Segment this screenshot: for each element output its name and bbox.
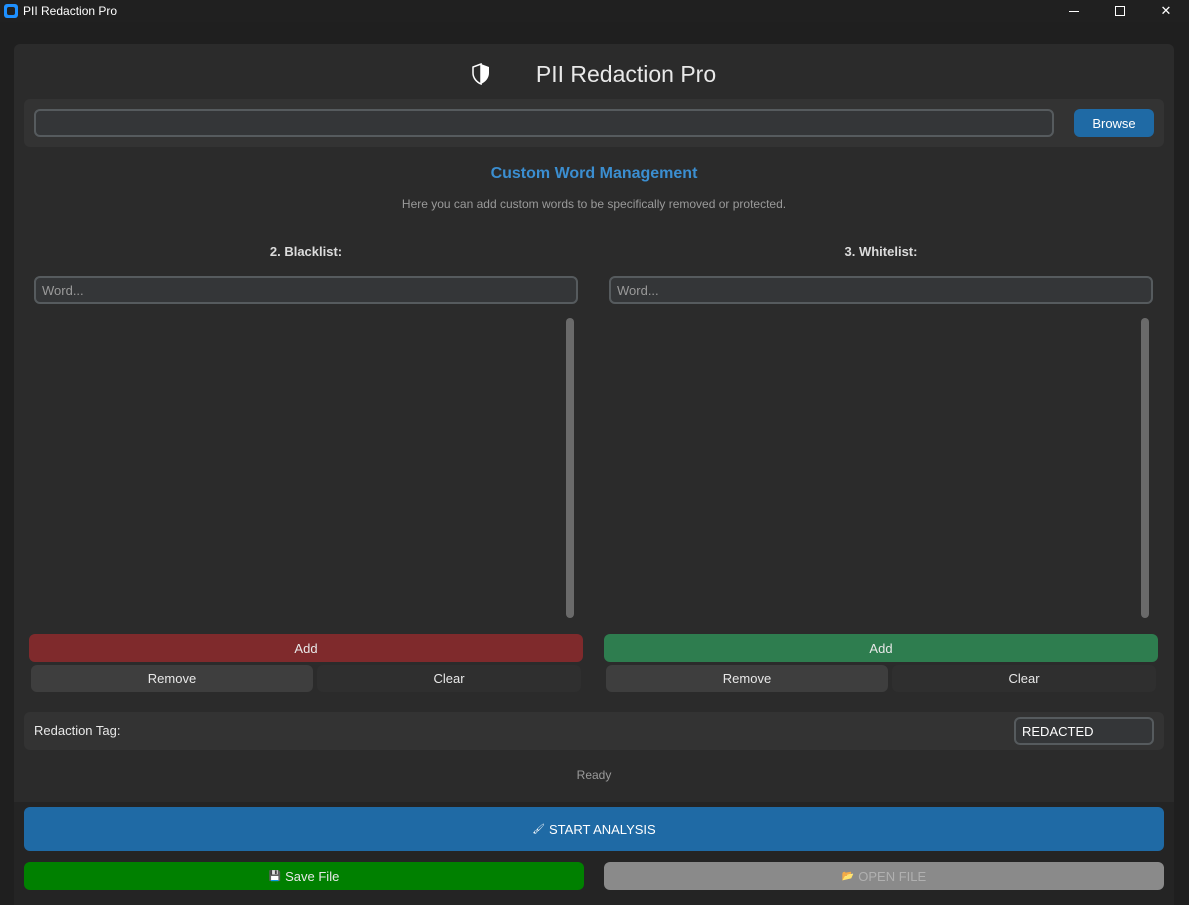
minimize-button[interactable] xyxy=(1051,0,1097,22)
window-title: PII Redaction Pro xyxy=(23,4,118,18)
whitelist-remove-button[interactable]: Remove xyxy=(606,665,888,692)
whitelist-clear-button[interactable]: Clear xyxy=(892,665,1156,692)
start-analysis-label: START ANALYSIS xyxy=(549,821,656,837)
whitelist-word-input[interactable] xyxy=(609,276,1153,304)
maximize-button[interactable] xyxy=(1097,0,1143,22)
app-icon xyxy=(4,4,18,18)
window-controls: ✕ xyxy=(1051,0,1189,22)
file-selection-row: Browse xyxy=(24,99,1164,147)
brush-icon: 🖌 xyxy=(532,823,545,835)
floppy-icon: 💾 xyxy=(268,870,282,882)
minimize-icon xyxy=(1069,10,1079,12)
folder-icon: 📂 xyxy=(841,870,855,882)
start-analysis-button[interactable]: 🖌 START ANALYSIS xyxy=(24,807,1164,851)
whitelist-listbox[interactable] xyxy=(609,314,1153,624)
blacklist-listbox[interactable] xyxy=(34,314,578,624)
whitelist-label: 3. Whitelist: xyxy=(844,244,918,259)
blacklist-scrollbar[interactable] xyxy=(566,318,574,618)
blacklist-add-button[interactable]: Add xyxy=(29,634,583,662)
action-area: 🖌 START ANALYSIS 💾 Save File 📂 OPEN FILE xyxy=(14,802,1174,905)
whitelist-add-button[interactable]: Add xyxy=(604,634,1158,662)
section-title: Custom Word Management xyxy=(490,165,698,182)
status-text: Ready xyxy=(576,768,612,782)
close-icon: ✕ xyxy=(1160,3,1172,18)
redaction-tag-input[interactable] xyxy=(1014,717,1154,745)
close-button[interactable]: ✕ xyxy=(1143,0,1189,22)
maximize-icon xyxy=(1115,6,1125,16)
header: PII Redaction Pro xyxy=(14,54,1174,94)
shield-icon xyxy=(472,63,489,85)
redaction-tag-row: Redaction Tag: xyxy=(24,712,1164,750)
save-file-label: Save File xyxy=(285,868,340,884)
page-title: PII Redaction Pro xyxy=(535,60,717,87)
blacklist-label: 2. Blacklist: xyxy=(269,244,343,259)
section-subtitle: Here you can add custom words to be spec… xyxy=(401,197,787,211)
blacklist-clear-button[interactable]: Clear xyxy=(317,665,581,692)
title-bar: PII Redaction Pro ✕ xyxy=(0,0,1189,22)
open-file-label: OPEN FILE xyxy=(858,868,927,884)
app-panel: PII Redaction Pro Browse Custom Word Man… xyxy=(14,44,1174,905)
save-file-button[interactable]: 💾 Save File xyxy=(24,862,584,890)
open-file-button[interactable]: 📂 OPEN FILE xyxy=(604,862,1164,890)
browse-button[interactable]: Browse xyxy=(1074,109,1154,137)
redaction-tag-label: Redaction Tag: xyxy=(34,723,121,738)
file-path-input[interactable] xyxy=(34,109,1054,137)
blacklist-remove-button[interactable]: Remove xyxy=(31,665,313,692)
whitelist-scrollbar[interactable] xyxy=(1141,318,1149,618)
blacklist-word-input[interactable] xyxy=(34,276,578,304)
